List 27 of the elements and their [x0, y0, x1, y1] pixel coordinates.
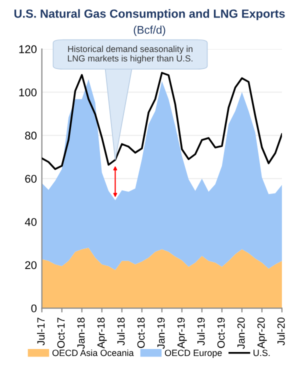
- annotation: Historical demand seasonality in LNG markets is higher than U.S.: [68, 46, 192, 64]
- line-series: [42, 72, 282, 170]
- x-tick-label: Jul-20: [277, 318, 285, 346]
- x-tick-label: Jan-20: [237, 318, 245, 349]
- y-tick-label: 40: [24, 218, 37, 226]
- legend-label: OECD Asia Oceania: [52, 349, 134, 356]
- x-tick-label: Jul-17: [37, 318, 45, 346]
- y-tick-label: 100: [19, 88, 37, 96]
- y-tick-label: 60: [25, 174, 37, 183]
- x-tick-label: Oct-17: [57, 318, 65, 348]
- x-tick-label: Apr-19: [177, 318, 187, 348]
- legend-label: U.S.: [254, 350, 270, 356]
- chart-subtitle: (Bcf/d): [134, 26, 166, 36]
- x-tick-label: Apr-20: [257, 318, 267, 348]
- x-tick-label: Oct-19: [217, 318, 225, 348]
- y-tick-label: 0: [31, 304, 37, 312]
- chart-title: U.S. Natural Gas Consumption and LNG Exports: [14, 9, 285, 20]
- x-tick-label: Jul-19: [197, 318, 205, 346]
- y-tick-label: 120: [19, 45, 37, 54]
- x-tick-label: Jan-18: [77, 318, 85, 349]
- x-tick-label: Apr-18: [97, 318, 107, 348]
- y-tick-label: 80: [25, 132, 37, 140]
- x-tick-label: Jan-19: [157, 318, 165, 349]
- x-tick-label: Oct-18: [137, 318, 145, 348]
- x-tick-label: Jul-18: [117, 318, 125, 346]
- y-tick-label: 20: [25, 261, 37, 270]
- legend-label: OECD Europe: [164, 350, 222, 358]
